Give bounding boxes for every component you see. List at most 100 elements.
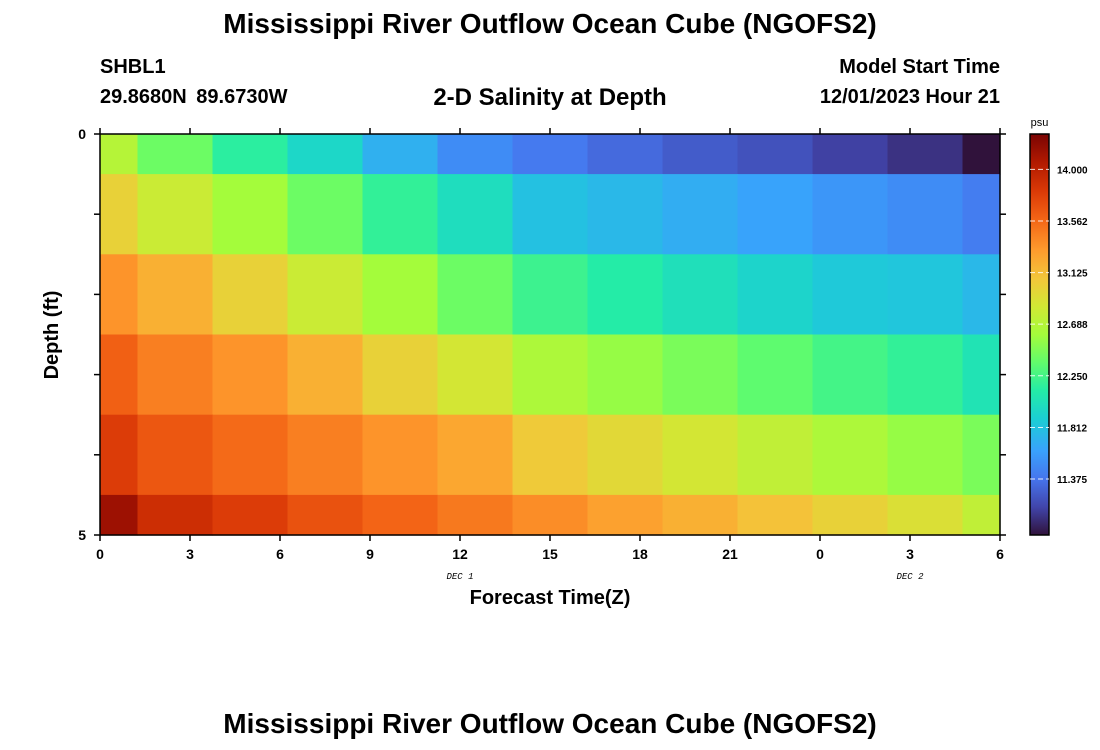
heatmap-cell [512,254,589,336]
colorbar-tick-label: 14.000 [1057,165,1088,176]
x-tick-label: 3 [906,546,914,562]
heatmap-cell [887,254,964,336]
date-label: DEC 2 [896,572,924,582]
x-tick-label: 15 [542,546,558,562]
heatmap-cell [812,494,889,536]
colorbar-tick-label: 11.375 [1057,475,1087,486]
colorbar-tick-label: 13.125 [1057,269,1088,280]
heatmap-cell [887,174,964,255]
main-title: Mississippi River Outflow Ocean Cube (NG… [223,8,877,39]
heatmap-cell [137,494,214,536]
heatmap-cell [287,414,364,496]
heatmap-cell [287,174,364,255]
heatmap-cell [812,254,889,336]
x-tick-label: 0 [816,546,824,562]
heatmap-cell [887,334,964,416]
heatmap-cell [287,254,364,336]
station-id: SHBL1 [100,56,166,78]
x-tick-label: 21 [722,546,738,562]
heatmap-cell [662,334,739,416]
heatmap-cell [362,334,439,416]
y-axis-title: Depth (ft) [41,291,63,380]
x-tick-label: 3 [186,546,194,562]
heatmap-cell [362,174,439,255]
heatmap-cell [737,334,814,416]
chart-subtitle: 2-D Salinity at Depth [433,84,667,111]
heatmap-cell [100,414,139,496]
heatmap-cell [212,134,289,175]
heatmap-cell [887,414,964,496]
heatmap-cells [100,134,1001,536]
date-label: DEC 1 [446,572,473,582]
colorbar-unit: psu [1031,117,1049,129]
heatmap-cell [137,334,214,416]
heatmap-cell [512,334,589,416]
x-tick-label: 6 [276,546,284,562]
x-axis-title: Forecast Time(Z) [470,587,631,609]
colorbar: psu 14.000 13.562 13.125 12.688 12.250 11.812 1… [1029,117,1088,536]
x-tick-label: 12 [452,546,468,562]
heatmap-cell [737,494,814,536]
heatmap-cell [137,134,214,175]
colorbar-tick-label: 12.250 [1057,372,1088,383]
y-tick-label: 0 [78,126,86,142]
heatmap-cell [812,414,889,496]
heatmap-cell [662,254,739,336]
footer-title: Mississippi River Outflow Ocean Cube (NG… [223,708,877,739]
heatmap-cell [962,254,1001,336]
heatmap-cell [737,414,814,496]
x-axis: 0 3 6 9 12 15 18 21 0 3 6 DEC 1 DEC 2 [96,128,1004,582]
x-tick-label: 9 [366,546,374,562]
colorbar-tick-label: 13.562 [1057,217,1088,228]
heatmap-cell [362,494,439,536]
heatmap-cell [212,414,289,496]
heatmap-cell [587,134,664,175]
heatmap-cell [587,254,664,336]
heatmap-cell [287,494,364,536]
heatmap-cell [100,334,139,416]
heatmap-cell [662,494,739,536]
heatmap-cell [437,414,514,496]
heatmap-cell [812,174,889,255]
heatmap-cell [287,334,364,416]
heatmap-cell [962,334,1001,416]
heatmap-cell [812,334,889,416]
heatmap-cell [587,174,664,255]
station-coordinates: 29.8680N 89.6730W [100,86,288,108]
colorbar-tick-label: 12.688 [1057,320,1088,331]
heatmap-cell [512,174,589,255]
heatmap-cell [962,494,1001,536]
heatmap-cell [137,254,214,336]
heatmap-cell [587,494,664,536]
heatmap-cell [512,134,589,175]
heatmap-cell [887,494,964,536]
heatmap-cell [212,254,289,336]
heatmap-cell [437,254,514,336]
model-start-value: 12/01/2023 Hour 21 [819,86,1000,108]
heatmap-cell [737,174,814,255]
heatmap-cell [512,494,589,536]
heatmap-cell [587,414,664,496]
heatmap-cell [287,134,364,175]
heatmap-cell [100,134,139,175]
heatmap-cell [737,134,814,175]
heatmap-cell [437,494,514,536]
y-tick-label: 5 [78,527,86,543]
heatmap-cell [662,134,739,175]
heatmap-cell [362,414,439,496]
heatmap-cell [362,254,439,336]
heatmap-cell [100,174,139,255]
x-tick-label: 18 [632,546,648,562]
heatmap-cell [212,494,289,536]
heatmap-cell [437,334,514,416]
heatmap-cell [137,414,214,496]
heatmap-cell [362,134,439,175]
heatmap-cell [662,174,739,255]
heatmap-cell [437,134,514,175]
heatmap-cell [962,134,1001,175]
colorbar-gradient [1029,133,1050,536]
y-axis: 05 [78,126,1006,543]
heatmap-cell [812,134,889,175]
heatmap-cell [962,414,1001,496]
